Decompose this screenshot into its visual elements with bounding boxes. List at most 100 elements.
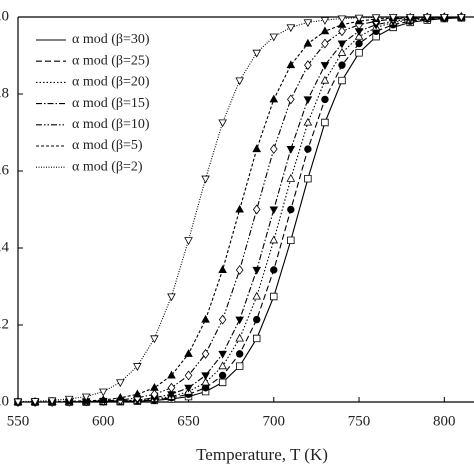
marker	[286, 146, 296, 154]
x-axis-label: Temperature, T (K)	[196, 445, 328, 464]
marker	[286, 173, 296, 182]
marker	[184, 237, 193, 246]
marker	[253, 334, 261, 343]
marker	[235, 333, 244, 342]
marker	[303, 38, 313, 47]
marker	[235, 204, 244, 213]
marker	[355, 49, 363, 57]
x-tick-label: 600	[92, 413, 115, 429]
marker	[270, 292, 278, 301]
marker	[269, 33, 279, 42]
marker	[133, 363, 142, 371]
marker	[354, 14, 364, 23]
marker	[422, 13, 432, 22]
marker	[218, 350, 227, 359]
marker	[116, 379, 125, 388]
marker	[270, 266, 278, 274]
marker	[218, 378, 227, 387]
marker	[320, 75, 330, 84]
marker	[218, 314, 227, 325]
marker	[218, 361, 227, 370]
marker	[167, 293, 176, 302]
marker	[235, 77, 244, 86]
marker	[235, 362, 244, 370]
legend-label: α mod (β=25)	[72, 53, 150, 68]
legend-label: α mod (β=5)	[72, 138, 143, 153]
marker	[235, 350, 244, 358]
marker	[269, 94, 279, 103]
marker	[287, 205, 295, 214]
y-tick-label: 0.8	[0, 85, 9, 101]
marker	[269, 144, 278, 155]
marker	[338, 26, 346, 37]
marker	[81, 393, 91, 402]
y-tick-label: 0.2	[0, 316, 9, 332]
marker	[303, 96, 313, 105]
marker	[338, 76, 346, 85]
marker	[201, 175, 210, 184]
x-tick-label: 750	[348, 413, 371, 429]
marker	[47, 397, 57, 406]
legend-label: α mod (β=20)	[72, 75, 150, 90]
marker	[252, 204, 261, 215]
marker	[201, 377, 210, 386]
marker	[303, 19, 313, 28]
marker	[388, 13, 398, 22]
marker	[252, 144, 262, 153]
marker	[64, 395, 74, 404]
y-tick-label: 1.0	[0, 8, 9, 24]
y-tick-label: 0.6	[0, 162, 10, 178]
marker	[303, 117, 313, 126]
marker	[287, 94, 295, 105]
marker	[371, 14, 381, 23]
y-tick-label: 0.0	[0, 393, 9, 409]
marker	[150, 335, 159, 344]
marker	[218, 265, 227, 273]
legend-label: α mod (β=10)	[72, 117, 150, 132]
x-tick-label: 700	[263, 413, 286, 429]
marker	[321, 118, 329, 127]
marker	[30, 398, 40, 407]
x-tick-label: 550	[7, 413, 30, 429]
marker	[304, 145, 312, 153]
marker	[457, 13, 466, 22]
marker	[252, 266, 262, 275]
marker	[321, 38, 329, 49]
marker	[337, 15, 347, 24]
marker	[320, 26, 330, 35]
marker	[337, 19, 347, 28]
marker	[439, 13, 449, 22]
marker	[150, 382, 159, 391]
marker	[235, 316, 244, 325]
marker	[321, 95, 329, 104]
legend-label: α mod (β=30)	[72, 32, 150, 47]
x-tick-label: 650	[177, 413, 200, 429]
marker	[184, 384, 193, 393]
y-tick-label: 0.4	[0, 239, 10, 255]
marker	[201, 314, 210, 323]
marker	[269, 235, 279, 244]
marker	[338, 61, 346, 69]
marker	[184, 370, 193, 381]
series-line	[18, 16, 462, 403]
marker	[98, 388, 108, 397]
marker	[320, 62, 330, 70]
marker	[286, 60, 296, 69]
marker	[201, 372, 210, 381]
marker	[235, 264, 244, 275]
marker	[304, 60, 312, 71]
marker	[286, 24, 296, 33]
legend-label: α mod (β=2)	[72, 159, 143, 174]
marker	[116, 392, 125, 401]
marker	[167, 382, 176, 393]
marker	[320, 17, 330, 25]
marker	[253, 315, 261, 324]
marker	[337, 48, 347, 56]
marker	[269, 206, 279, 215]
marker	[98, 395, 108, 404]
marker	[252, 291, 262, 300]
marker	[252, 49, 262, 58]
marker	[201, 348, 210, 359]
marker	[184, 349, 193, 357]
